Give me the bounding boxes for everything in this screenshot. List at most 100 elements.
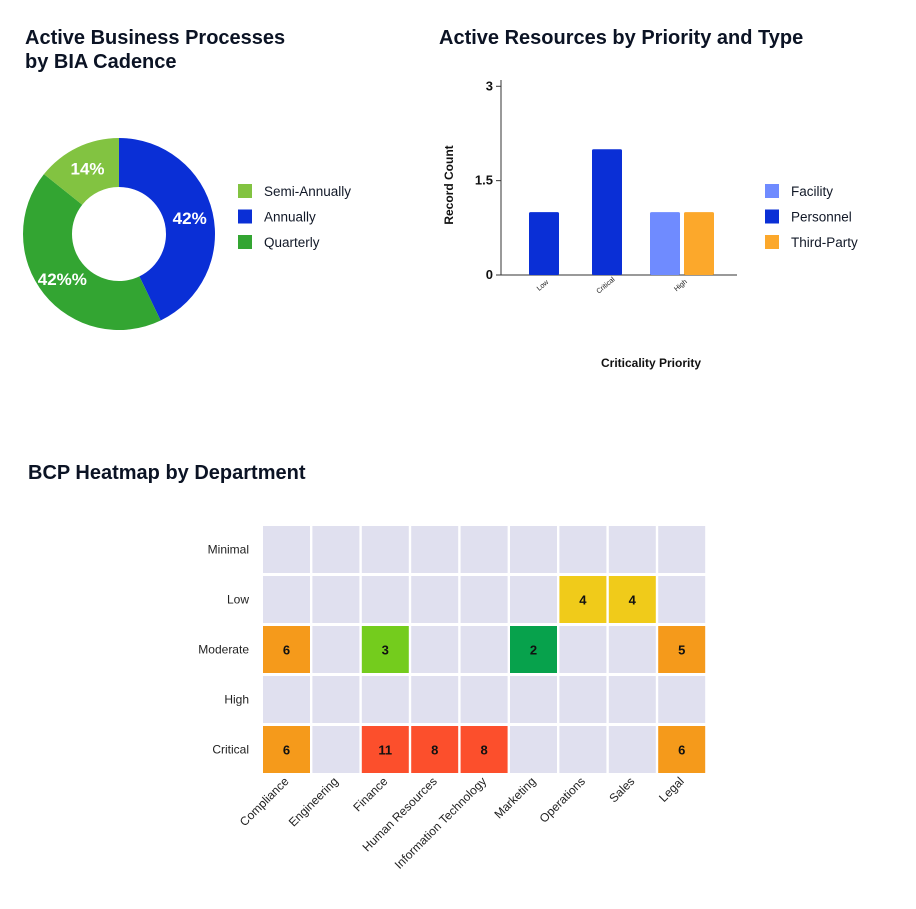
heatmap-cell-moderate-human-resources xyxy=(411,626,459,673)
legend-swatch-facility xyxy=(765,184,779,198)
bar-y-tick-label: 0 xyxy=(486,267,493,282)
heatmap-cell-moderate-operations xyxy=(559,626,607,673)
heatmap-row-label: High xyxy=(224,693,249,707)
heatmap-column-label: Sales xyxy=(606,774,637,805)
donut-title-line-1: Active Business Processes xyxy=(25,27,286,49)
heatmap-cell-critical-sales xyxy=(608,726,656,773)
heatmap-row-label: Critical xyxy=(212,743,249,757)
heatmap-cell-minimal-marketing xyxy=(510,526,557,573)
heatmap-column-label: Information Technology xyxy=(392,774,489,871)
heatmap-cell-value: 2 xyxy=(530,643,537,658)
heatmap-cell-minimal-engineering xyxy=(312,526,360,573)
heatmap-cell-low-information-technology xyxy=(460,576,508,623)
heatmap-cell-minimal-finance xyxy=(361,526,409,573)
heatmap-cell-low-sales xyxy=(608,576,656,623)
heatmap-cell-value: 6 xyxy=(678,743,685,758)
heatmap-cell-moderate-legal xyxy=(658,626,706,673)
heatmap-cell-moderate-finance xyxy=(361,626,409,673)
heatmap-cell-value: 4 xyxy=(579,593,587,608)
heatmap-column-label: Marketing xyxy=(491,774,538,821)
heatmap-cell-moderate-marketing xyxy=(510,626,557,673)
bar-high-third-party xyxy=(684,212,714,275)
heatmap-cell-high-operations xyxy=(559,676,607,723)
heatmap-cell-minimal-human-resources xyxy=(411,526,459,573)
heatmap-cell-minimal-compliance xyxy=(263,526,310,573)
legend-label: Personnel xyxy=(791,210,852,225)
heatmap-column-label: Compliance xyxy=(237,774,292,829)
heatmap-cell-high-sales xyxy=(608,676,656,723)
heatmap-cell-critical-engineering xyxy=(312,726,360,773)
heatmap-cell-minimal-sales xyxy=(608,526,656,573)
heatmap-cell-critical-compliance xyxy=(263,726,310,773)
legend-swatch-personnel xyxy=(765,209,779,224)
legend-swatch-semi-annually xyxy=(238,184,252,198)
legend-swatch-annually xyxy=(238,209,252,224)
heatmap-cell-high-compliance xyxy=(263,676,310,723)
heatmap-column-label: Engineering xyxy=(286,774,341,829)
heatmap-cell-minimal-information-technology xyxy=(460,526,508,573)
legend-swatch-third-party xyxy=(765,235,779,249)
legend-label: Third-Party xyxy=(791,235,858,250)
donut-chart: 42% 42%% 14% Semi-Annually Annually Quarterly xyxy=(22,138,351,331)
legend-swatch-quarterly xyxy=(238,235,252,249)
heatmap-cell-value: 3 xyxy=(382,643,389,658)
heatmap-cell-value: 4 xyxy=(629,593,637,608)
heatmap-cell-low-human-resources xyxy=(411,576,459,623)
bar-critical-personnel xyxy=(592,149,622,275)
heatmap-cell-value: 8 xyxy=(480,743,487,758)
heatmap-cell-low-compliance xyxy=(263,576,310,623)
donut-slice-label: 42% xyxy=(173,209,207,228)
bar-x-axis-title: Criticality Priority xyxy=(601,356,701,370)
donut-slice-quarterly xyxy=(22,174,161,331)
bar-chart-title: Active Resources by Priority and Type xyxy=(439,27,804,49)
bar-y-tick-label: 3 xyxy=(486,78,493,93)
heatmap-cell-critical-legal xyxy=(658,726,706,773)
heatmap-cell-low-finance xyxy=(361,576,409,623)
donut-slice-annually xyxy=(119,138,216,321)
heatmap-cell-low-legal xyxy=(658,576,706,623)
bar-high-facility xyxy=(650,212,680,275)
heatmap-cell-high-marketing xyxy=(510,676,557,723)
legend-label: Quarterly xyxy=(264,235,320,250)
heatmap-cell-critical-marketing xyxy=(510,726,557,773)
donut-slice-label: 42%% xyxy=(38,270,87,289)
heatmap-cell-high-engineering xyxy=(312,676,360,723)
heatmap-cell-moderate-engineering xyxy=(312,626,360,673)
heatmap-cell-value: 6 xyxy=(283,643,290,658)
heatmap-column-label: Operations xyxy=(537,774,588,825)
bar-y-axis-title: Record Count xyxy=(442,145,456,224)
legend-label: Semi-Annually xyxy=(264,184,351,199)
heatmap-cell-critical-finance xyxy=(361,726,409,773)
heatmap-cell-value: 6 xyxy=(283,743,290,758)
heatmap-cell-high-human-resources xyxy=(411,676,459,723)
bar-y-tick-label: 1.5 xyxy=(475,173,493,188)
heatmap-cell-high-information-technology xyxy=(460,676,508,723)
heatmap-cell-critical-information-technology xyxy=(460,726,508,773)
donut-slice-semi-annually xyxy=(43,138,119,205)
heatmap-column-label: Finance xyxy=(350,774,390,814)
heatmap-cell-critical-human-resources xyxy=(411,726,459,773)
heatmap-cell-critical-operations xyxy=(559,726,607,773)
legend-label: Facility xyxy=(791,184,833,199)
heatmap-cell-value: 8 xyxy=(431,743,438,758)
heatmap-cell-value: 11 xyxy=(378,743,392,758)
heatmap-cell-low-engineering xyxy=(312,576,360,623)
heatmap-title: BCP Heatmap by Department xyxy=(28,462,306,484)
heatmap-row-label: Moderate xyxy=(198,643,249,657)
donut-title-line-2: by BIA Cadence xyxy=(25,51,177,73)
heatmap-cell-high-legal xyxy=(658,676,706,723)
heatmap-cell-low-marketing xyxy=(510,576,557,623)
heatmap-cell-minimal-legal xyxy=(658,526,706,573)
heatmap-cell-low-operations xyxy=(559,576,607,623)
heatmap-cell-value: 5 xyxy=(678,643,685,658)
bar-low-personnel xyxy=(529,212,559,275)
heatmap-cell-moderate-information-technology xyxy=(460,626,508,673)
heatmap-row-label: Low xyxy=(227,593,249,607)
donut-slice-label: 14% xyxy=(71,160,105,179)
heatmap-column-label: Legal xyxy=(656,774,687,805)
heatmap-cell-high-finance xyxy=(361,676,409,723)
heatmap-cell-moderate-sales xyxy=(608,626,656,673)
heatmap-cell-moderate-compliance xyxy=(263,626,310,673)
